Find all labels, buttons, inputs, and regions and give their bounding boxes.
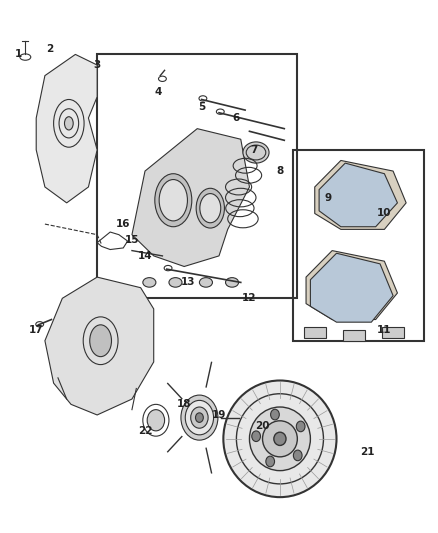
Ellipse shape	[195, 413, 203, 422]
Ellipse shape	[223, 381, 336, 497]
Ellipse shape	[262, 421, 297, 457]
Ellipse shape	[155, 174, 192, 227]
Ellipse shape	[90, 325, 112, 357]
Text: 17: 17	[29, 325, 43, 335]
Ellipse shape	[274, 432, 286, 446]
Text: 3: 3	[93, 60, 101, 70]
Text: 22: 22	[138, 426, 152, 436]
Bar	[304, 327, 325, 338]
Ellipse shape	[250, 407, 311, 471]
Polygon shape	[311, 253, 393, 322]
Ellipse shape	[243, 142, 269, 163]
Text: 2: 2	[46, 44, 53, 54]
Text: 20: 20	[255, 421, 270, 431]
Text: 19: 19	[212, 410, 226, 420]
Bar	[343, 330, 365, 341]
Text: 4: 4	[154, 86, 162, 96]
Ellipse shape	[64, 117, 73, 130]
Text: 8: 8	[276, 166, 283, 176]
Circle shape	[266, 456, 275, 467]
Text: 18: 18	[177, 399, 191, 409]
Circle shape	[271, 409, 279, 420]
Text: 13: 13	[181, 277, 196, 287]
Text: 6: 6	[233, 113, 240, 123]
Ellipse shape	[147, 410, 165, 431]
Circle shape	[293, 450, 302, 461]
Text: 7: 7	[250, 145, 258, 155]
Polygon shape	[45, 277, 154, 415]
Polygon shape	[36, 54, 97, 203]
Circle shape	[252, 431, 261, 441]
Polygon shape	[306, 251, 397, 319]
Circle shape	[297, 421, 305, 432]
Text: 1: 1	[15, 50, 22, 59]
Ellipse shape	[191, 407, 208, 428]
Ellipse shape	[143, 278, 156, 287]
Text: 5: 5	[198, 102, 205, 112]
Ellipse shape	[185, 400, 214, 435]
Text: 9: 9	[324, 192, 332, 203]
Text: 11: 11	[377, 325, 392, 335]
Text: 21: 21	[360, 447, 374, 457]
Text: 10: 10	[377, 208, 392, 219]
Polygon shape	[132, 128, 250, 266]
Ellipse shape	[181, 395, 218, 440]
Ellipse shape	[200, 193, 221, 223]
Text: 14: 14	[138, 251, 152, 261]
Bar	[382, 327, 404, 338]
Text: 16: 16	[116, 219, 131, 229]
Text: 15: 15	[125, 235, 139, 245]
Ellipse shape	[159, 180, 187, 221]
Bar	[97, 54, 297, 298]
Ellipse shape	[226, 278, 239, 287]
Polygon shape	[319, 163, 397, 227]
Ellipse shape	[169, 278, 182, 287]
Text: 12: 12	[242, 293, 257, 303]
Ellipse shape	[196, 188, 224, 228]
Bar	[293, 150, 424, 341]
Ellipse shape	[199, 278, 212, 287]
Polygon shape	[315, 160, 406, 229]
